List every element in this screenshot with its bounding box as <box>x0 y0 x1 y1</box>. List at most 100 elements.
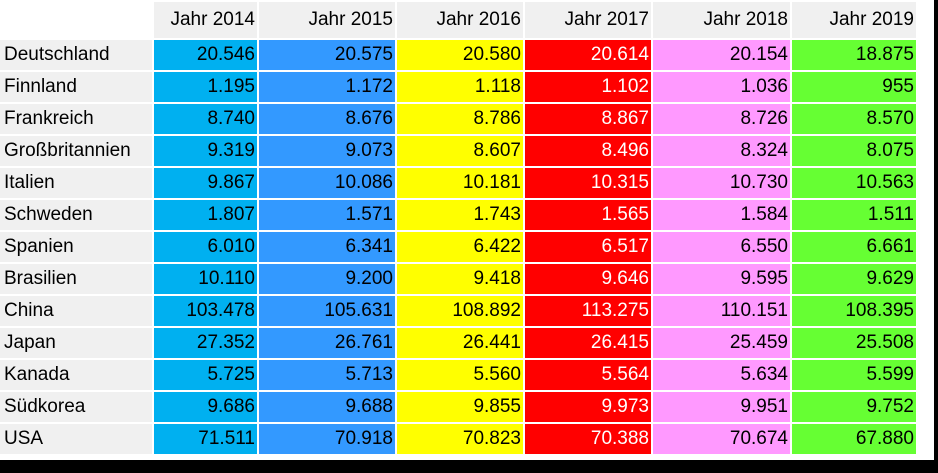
value-cell[interactable]: 9.629 <box>792 264 916 294</box>
value-cell[interactable]: 8.570 <box>792 104 916 134</box>
value-cell[interactable]: 8.676 <box>259 104 395 134</box>
value-cell[interactable]: 10.110 <box>154 264 257 294</box>
data-table: Jahr 2014 Jahr 2015 Jahr 2016 Jahr 2017 … <box>0 2 916 454</box>
value-cell[interactable]: 25.508 <box>792 328 916 358</box>
value-cell[interactable]: 5.713 <box>259 360 395 390</box>
value-cell[interactable]: 105.631 <box>259 296 395 326</box>
value-cell[interactable]: 1.195 <box>154 72 257 102</box>
value-cell[interactable]: 9.646 <box>525 264 651 294</box>
value-cell[interactable]: 20.580 <box>397 40 523 70</box>
value-cell[interactable]: 20.154 <box>653 40 790 70</box>
value-cell[interactable]: 71.511 <box>154 424 257 454</box>
value-cell[interactable]: 5.634 <box>653 360 790 390</box>
value-cell[interactable]: 110.151 <box>653 296 790 326</box>
value-cell[interactable]: 9.855 <box>397 392 523 422</box>
value-cell[interactable]: 9.867 <box>154 168 257 198</box>
value-cell[interactable]: 1.511 <box>792 200 916 230</box>
value-cell[interactable]: 9.418 <box>397 264 523 294</box>
country-cell[interactable]: Finnland <box>0 72 152 102</box>
value-cell[interactable]: 67.880 <box>792 424 916 454</box>
value-cell[interactable]: 26.761 <box>259 328 395 358</box>
column-header-2018[interactable]: Jahr 2018 <box>653 2 790 38</box>
value-cell[interactable]: 6.010 <box>154 232 257 262</box>
value-cell[interactable]: 20.614 <box>525 40 651 70</box>
value-cell[interactable]: 10.086 <box>259 168 395 198</box>
country-cell[interactable]: Kanada <box>0 360 152 390</box>
column-header-2016[interactable]: Jahr 2016 <box>397 2 523 38</box>
value-cell[interactable]: 113.275 <box>525 296 651 326</box>
value-cell[interactable]: 9.973 <box>525 392 651 422</box>
value-cell[interactable]: 10.730 <box>653 168 790 198</box>
value-cell[interactable]: 6.517 <box>525 232 651 262</box>
value-cell[interactable]: 6.550 <box>653 232 790 262</box>
value-cell[interactable]: 26.415 <box>525 328 651 358</box>
value-cell[interactable]: 5.560 <box>397 360 523 390</box>
value-cell[interactable]: 9.688 <box>259 392 395 422</box>
country-cell[interactable]: Frankreich <box>0 104 152 134</box>
value-cell[interactable]: 8.786 <box>397 104 523 134</box>
value-cell[interactable]: 1.571 <box>259 200 395 230</box>
country-cell[interactable]: Schweden <box>0 200 152 230</box>
value-cell[interactable]: 20.575 <box>259 40 395 70</box>
value-cell[interactable]: 70.918 <box>259 424 395 454</box>
value-cell[interactable]: 955 <box>792 72 916 102</box>
country-cell[interactable]: Italien <box>0 168 152 198</box>
column-header-2015[interactable]: Jahr 2015 <box>259 2 395 38</box>
country-cell[interactable]: Großbritannien <box>0 136 152 166</box>
value-cell[interactable]: 70.674 <box>653 424 790 454</box>
value-cell[interactable]: 8.496 <box>525 136 651 166</box>
column-header-2019[interactable]: Jahr 2019 <box>792 2 916 38</box>
table-body: Deutschland 20.546 20.575 20.580 20.614 … <box>0 40 916 454</box>
value-cell[interactable]: 18.875 <box>792 40 916 70</box>
value-cell[interactable]: 1.036 <box>653 72 790 102</box>
value-cell[interactable]: 8.726 <box>653 104 790 134</box>
value-cell[interactable]: 5.725 <box>154 360 257 390</box>
value-cell[interactable]: 9.200 <box>259 264 395 294</box>
column-header-2017[interactable]: Jahr 2017 <box>525 2 651 38</box>
value-cell[interactable]: 108.892 <box>397 296 523 326</box>
value-cell[interactable]: 27.352 <box>154 328 257 358</box>
country-cell[interactable]: Japan <box>0 328 152 358</box>
country-cell[interactable]: USA <box>0 424 152 454</box>
value-cell[interactable]: 1.584 <box>653 200 790 230</box>
value-cell[interactable]: 10.563 <box>792 168 916 198</box>
value-cell[interactable]: 9.595 <box>653 264 790 294</box>
country-cell[interactable]: Südkorea <box>0 392 152 422</box>
country-cell[interactable]: Spanien <box>0 232 152 262</box>
value-cell[interactable]: 9.319 <box>154 136 257 166</box>
value-cell[interactable]: 6.661 <box>792 232 916 262</box>
value-cell[interactable]: 1.172 <box>259 72 395 102</box>
value-cell[interactable]: 8.607 <box>397 136 523 166</box>
value-cell[interactable]: 10.181 <box>397 168 523 198</box>
value-cell[interactable]: 6.422 <box>397 232 523 262</box>
value-cell[interactable]: 1.807 <box>154 200 257 230</box>
country-cell[interactable]: China <box>0 296 152 326</box>
value-cell[interactable]: 25.459 <box>653 328 790 358</box>
value-cell[interactable]: 1.743 <box>397 200 523 230</box>
value-cell[interactable]: 10.315 <box>525 168 651 198</box>
value-cell[interactable]: 70.388 <box>525 424 651 454</box>
value-cell[interactable]: 26.441 <box>397 328 523 358</box>
value-cell[interactable]: 8.075 <box>792 136 916 166</box>
value-cell[interactable]: 9.951 <box>653 392 790 422</box>
country-cell[interactable]: Brasilien <box>0 264 152 294</box>
value-cell[interactable]: 9.752 <box>792 392 916 422</box>
value-cell[interactable]: 8.324 <box>653 136 790 166</box>
value-cell[interactable]: 103.478 <box>154 296 257 326</box>
value-cell[interactable]: 6.341 <box>259 232 395 262</box>
value-cell[interactable]: 108.395 <box>792 296 916 326</box>
value-cell[interactable]: 8.867 <box>525 104 651 134</box>
value-cell[interactable]: 5.564 <box>525 360 651 390</box>
spreadsheet-area: Jahr 2014 Jahr 2015 Jahr 2016 Jahr 2017 … <box>0 0 934 460</box>
value-cell[interactable]: 1.102 <box>525 72 651 102</box>
value-cell[interactable]: 5.599 <box>792 360 916 390</box>
value-cell[interactable]: 9.686 <box>154 392 257 422</box>
value-cell[interactable]: 20.546 <box>154 40 257 70</box>
value-cell[interactable]: 1.118 <box>397 72 523 102</box>
column-header-2014[interactable]: Jahr 2014 <box>154 2 257 38</box>
value-cell[interactable]: 8.740 <box>154 104 257 134</box>
country-cell[interactable]: Deutschland <box>0 40 152 70</box>
value-cell[interactable]: 9.073 <box>259 136 395 166</box>
value-cell[interactable]: 1.565 <box>525 200 651 230</box>
value-cell[interactable]: 70.823 <box>397 424 523 454</box>
